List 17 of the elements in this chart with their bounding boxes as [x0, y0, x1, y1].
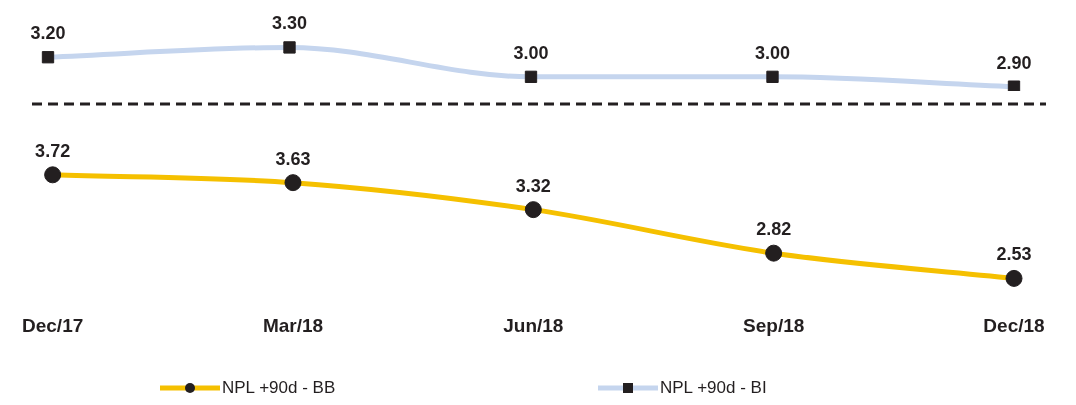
data-label: 3.00 [754, 42, 791, 63]
data-label: 3.20 [30, 23, 66, 44]
data-label: 3.63 [275, 148, 311, 169]
data-label: 3.00 [513, 42, 549, 63]
legend-label: NPL +90d - BI [660, 378, 767, 398]
data-label: 3.30 [271, 13, 308, 34]
data-label: 2.90 [996, 52, 1032, 73]
x-tick-label: Dec/18 [983, 314, 1045, 336]
x-tick-label: Dec/17 [21, 314, 84, 336]
legend-label: NPL +90d - BB [222, 378, 336, 398]
x-tick-label: Jun/18 [503, 314, 564, 336]
data-label: 2.82 [756, 219, 792, 240]
data-label: 3.72 [35, 140, 71, 161]
x-tick-label: Sep/18 [743, 314, 805, 336]
x-tick-label: Mar/18 [262, 314, 324, 336]
data-label: 3.32 [515, 175, 551, 196]
data-label: 2.53 [996, 244, 1032, 265]
